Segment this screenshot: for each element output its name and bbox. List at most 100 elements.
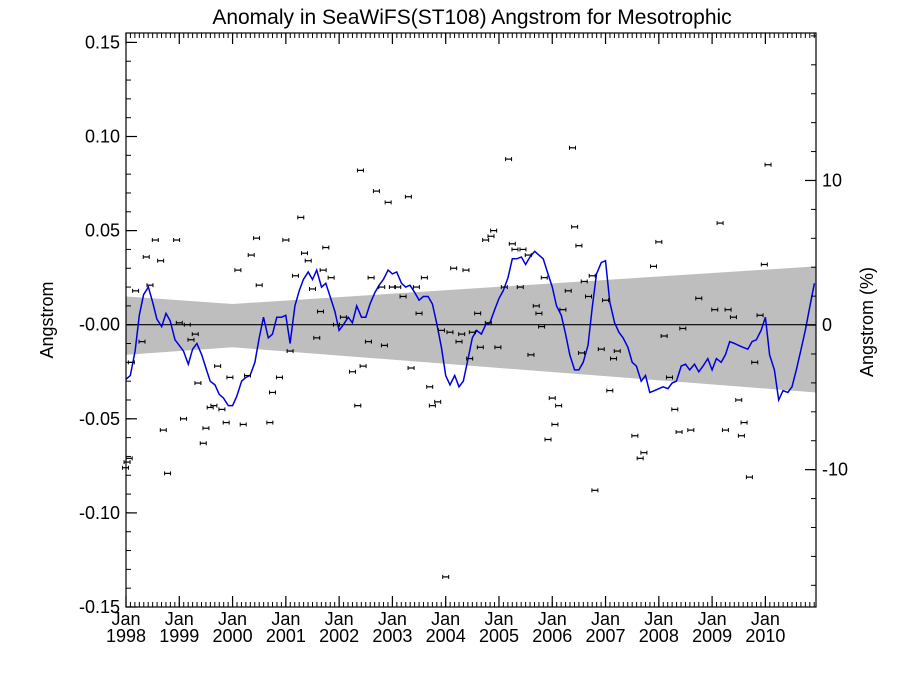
monthly-anomaly-point [399,294,407,299]
x-tick-label-month: Jan [218,609,247,629]
monthly-anomaly-point [631,433,639,438]
monthly-anomaly-point [319,268,327,273]
x-tick-label-year: 2001 [266,626,306,646]
monthly-anomaly-point [535,311,543,316]
monthly-anomaly-point [745,475,753,480]
x-tick-label-month: Jan [111,609,140,629]
monthly-anomaly-point [687,428,695,433]
monthly-anomaly-point [679,326,687,331]
monthly-anomaly-point [339,315,347,320]
monthly-anomaly-point [316,309,324,314]
monthly-anomaly-point [175,320,183,325]
monthly-anomaly-point [332,322,340,327]
monthly-anomaly-point [516,285,524,290]
monthly-anomaly-point [544,437,552,442]
x-tick-label-month: Jan [644,609,673,629]
monthly-anomaly-point [404,194,412,199]
monthly-anomaly-point [226,375,234,380]
y-tick-label: -0.00 [79,315,120,335]
y2-tick-label: -10 [822,460,848,480]
monthly-anomaly-point [420,275,428,280]
monthly-anomaly-point [640,450,648,455]
y-axis-label: Angstrom [37,281,57,358]
monthly-anomaly-point [275,375,283,380]
monthly-anomaly-point [380,343,388,348]
x-tick-label-year: 2005 [479,626,519,646]
x-tick-label-year: 2000 [213,626,253,646]
monthly-anomaly-point [247,253,255,258]
monthly-anomaly-point [297,215,305,220]
y-tick-label: -0.10 [79,503,120,523]
monthly-anomaly-point [187,337,195,342]
monthly-anomaly-point [194,381,202,386]
y-tick-label: -0.15 [79,597,120,617]
monthly-anomaly-point [636,456,644,461]
x-tick-label-month: Jan [538,609,567,629]
monthly-anomaly-point [721,428,729,433]
x-tick-label-year: 2008 [639,626,679,646]
monthly-anomaly-point [532,303,540,308]
monthly-anomaly-point [711,307,719,312]
monthly-anomaly-point [266,420,274,425]
monthly-anomaly-point [606,388,614,393]
monthly-anomaly-point [575,243,583,248]
monthly-anomaly-point [282,238,290,243]
monthly-anomaly-point [356,168,364,173]
monthly-anomaly-point [729,315,737,320]
x-tick-label-year: 2004 [426,626,466,646]
monthly-anomaly-point [524,253,532,258]
monthly-anomaly-point [462,268,470,273]
x-tick-label-month: Jan [431,609,460,629]
monthly-anomaly-point [437,328,445,333]
x-tick-label-year: 2002 [319,626,359,646]
monthly-anomaly-point [359,364,367,369]
x-tick-label-year: 2003 [372,626,412,646]
monthly-anomaly-point [214,364,222,369]
monthly-anomaly-point [151,238,159,243]
monthly-anomaly-point [602,298,610,303]
monthly-anomaly-point [442,574,450,579]
x-tick-label-month: Jan [165,609,194,629]
monthly-anomaly-point [466,356,474,361]
y-tick-label: 0.15 [85,32,120,52]
x-tick-label-month: Jan [698,609,727,629]
monthly-anomaly-point [455,339,463,344]
monthly-anomaly-point [412,285,420,290]
monthly-anomaly-point [269,390,277,395]
monthly-anomaly-point [364,339,372,344]
monthly-anomaly-point [348,369,356,374]
monthly-anomaly-point [183,322,191,327]
monthly-anomaly-point [649,264,657,269]
trend-uncertainty-band [126,266,816,393]
plot-frame [125,32,817,608]
monthly-anomaly-point [222,420,230,425]
monthly-anomaly-point [354,403,362,408]
monthly-anomaly-point [671,407,679,412]
monthly-anomaly-point [519,247,527,252]
monthly-anomaly-point [157,258,165,263]
monthly-anomaly-point [384,200,392,205]
monthly-anomaly-point [588,273,596,278]
y-tick-label: 0.05 [85,221,120,241]
monthly-anomaly-point [426,384,434,389]
monthly-anomaly-point [494,345,502,350]
x-tick-label-year: 2009 [692,626,732,646]
monthly-anomaly-point [313,335,321,340]
monthly-anomaly-point [159,428,167,433]
monthly-anomaly-point [564,288,572,293]
monthly-anomaly-point [484,320,492,325]
monthly-anomaly-point [555,403,563,408]
monthly-anomaly-point [474,311,482,316]
monthly-anomaly-point [540,275,548,280]
monthly-anomaly-point [756,313,764,318]
x-tick-label-year: 2010 [745,626,785,646]
x-tick-label-month: Jan [751,609,780,629]
monthly-anomaly-point [243,373,251,378]
monthly-anomaly-point [584,294,592,299]
monthly-anomaly-point [716,221,724,226]
monthly-anomaly-point [740,420,748,425]
monthly-anomaly-point [548,396,556,401]
monthly-anomaly-point [500,285,508,290]
monthly-anomaly-point [138,339,146,344]
monthly-anomaly-point [378,285,386,290]
